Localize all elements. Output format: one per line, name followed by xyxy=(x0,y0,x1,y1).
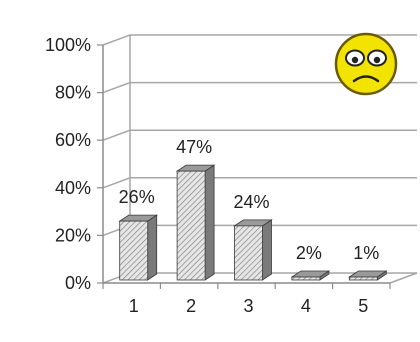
y-tick-label: 20% xyxy=(55,225,91,245)
data-label: 24% xyxy=(233,192,269,212)
x-tick-label: 4 xyxy=(301,296,311,316)
data-label: 26% xyxy=(119,187,155,207)
y-tick-label: 100% xyxy=(45,35,91,55)
emoji-face xyxy=(334,32,398,96)
y-tick-labels: 0% 20% 40% 60% 80% 100% xyxy=(45,35,91,293)
data-label: 1% xyxy=(353,243,379,263)
x-tick-label: 5 xyxy=(358,296,368,316)
floor-right-edge xyxy=(389,272,418,284)
bar-front xyxy=(176,170,206,281)
bar-side xyxy=(147,214,158,281)
bar xyxy=(290,270,331,281)
emoji-left-pupil xyxy=(351,56,359,64)
bar xyxy=(175,164,216,281)
bar-front xyxy=(348,276,378,281)
bar-side xyxy=(262,219,272,281)
bar xyxy=(118,214,159,281)
gridline xyxy=(102,129,417,141)
y-tick-label: 60% xyxy=(55,130,91,150)
bar-front xyxy=(119,220,149,281)
y-tick-label: 0% xyxy=(65,273,91,293)
bar xyxy=(347,270,388,281)
sad-face-icon xyxy=(334,32,398,96)
gridline xyxy=(102,34,417,46)
axes xyxy=(97,44,418,289)
gridline xyxy=(102,81,417,94)
emoji-frown xyxy=(352,75,380,83)
x-tick-labels: 1 2 3 4 5 xyxy=(129,296,369,316)
data-label: 2% xyxy=(296,243,322,263)
data-label: 47% xyxy=(176,137,212,157)
bar-front xyxy=(291,276,321,281)
x-tick-label: 2 xyxy=(186,296,196,316)
y-tick-label: 40% xyxy=(55,178,91,198)
bars xyxy=(118,164,388,281)
gridline xyxy=(102,177,417,189)
x-tick-label: 3 xyxy=(243,296,253,316)
bar xyxy=(233,219,273,281)
bar-side xyxy=(204,164,215,281)
x-tick-label: 1 xyxy=(129,296,139,316)
bar-front xyxy=(234,225,263,281)
emoji-right-pupil xyxy=(373,56,381,64)
y-tick-label: 80% xyxy=(55,83,91,103)
data-labels: 26% 47% 24% 2% 1% xyxy=(119,137,380,263)
